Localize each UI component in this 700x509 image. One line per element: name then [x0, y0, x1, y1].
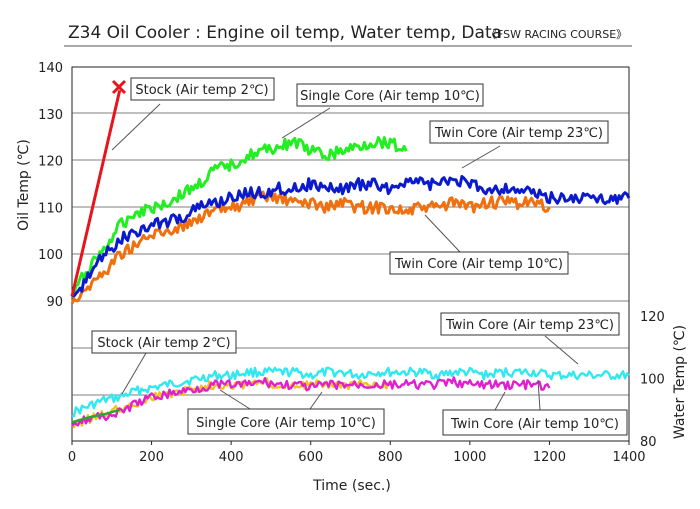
x-axis-label: Time (sec.) [312, 478, 391, 494]
y-tick-label: 130 [38, 108, 63, 123]
chart-title: Z34 Oil Cooler : Engine oil temp, Water … [68, 23, 502, 43]
x-tick-label: 1400 [612, 450, 645, 465]
annotation-text: Stock (Air temp 2℃) [135, 83, 268, 98]
annotation-text: Twin Core (Air temp 23℃) [445, 318, 614, 333]
x-tick-label: 400 [219, 450, 244, 465]
y-tick-label: 140 [38, 61, 63, 76]
y-right-tick-label: 120 [640, 310, 665, 325]
annotation-text: Single Core (Air temp 10℃) [300, 89, 480, 104]
annotation-stock-water: Stock (Air temp 2℃) [91, 330, 237, 395]
series-line-stock [70, 90, 122, 297]
series-line-twin10 [70, 190, 551, 305]
x-tick-label: 0 [68, 450, 76, 465]
annotation-twin10-water: Twin Core (Air temp 10℃) [442, 379, 628, 436]
series-line-w_stock [71, 408, 121, 424]
annotation-single-oil: Single Core (Air temp 10℃) [281, 83, 484, 139]
y-axis-label-right: Water Temp (℃) [672, 325, 688, 439]
y-axis-label: Oil Temp (℃) [16, 139, 32, 231]
x-tick-label: 800 [378, 450, 403, 465]
series-line-single [71, 136, 408, 297]
y-tick-label: 120 [38, 155, 63, 170]
gridlines [72, 112, 629, 396]
chart-subtitle: 《FSW RACING COURSE》 [486, 28, 627, 41]
y-tick-label: 90 [46, 295, 63, 310]
annotation-text: Twin Core (Air temp 10℃) [394, 257, 563, 272]
annotation-twin10-oil: Twin Core (Air temp 10℃) [389, 214, 569, 275]
annotation-text: Twin Core (Air temp 10℃) [450, 417, 619, 432]
y-right-tick-label: 80 [640, 435, 657, 450]
series-line-w_twin10 [71, 376, 551, 427]
annotation-twin23-water: Twin Core (Air temp 23℃) [440, 312, 620, 365]
x-tick-label: 1000 [453, 450, 486, 465]
y-tick-label: 110 [38, 201, 63, 216]
annotation-text: Stock (Air temp 2℃) [97, 336, 230, 351]
series-line-twin23 [71, 175, 631, 298]
ticks-group: 0 200 400 600 800 1000 1200 1400 90 100 110 120 130 1… [38, 61, 665, 465]
stock-end-marker [111, 79, 127, 95]
x-tick-label: 600 [298, 450, 323, 465]
y-right-tick-label: 100 [640, 373, 665, 388]
annotation-twin23-oil: Twin Core (Air temp 23℃) [429, 120, 609, 169]
x-tick-label: 1200 [533, 450, 566, 465]
x-tick-label: 200 [139, 450, 164, 465]
annotation-text: Twin Core (Air temp 23℃) [434, 126, 603, 141]
annotation-single-water: Single Core (Air temp 10℃) [187, 389, 385, 435]
annotation-text: Single Core (Air temp 10℃) [196, 416, 376, 431]
y-tick-label: 100 [38, 248, 63, 263]
annotation-stock-oil: Stock (Air temp 2℃) [111, 77, 275, 151]
series-line-w_twin23 [71, 366, 630, 418]
series-group [70, 90, 631, 429]
